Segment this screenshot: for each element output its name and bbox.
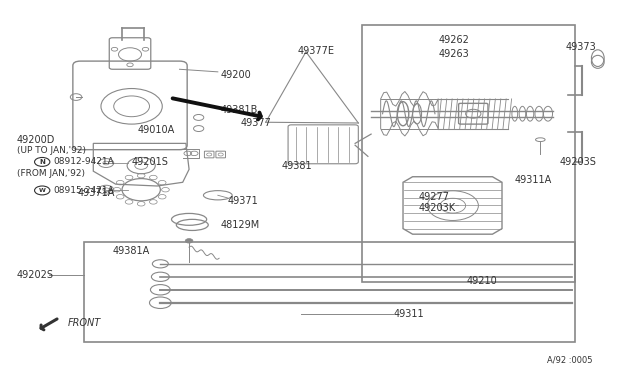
Text: 48129M: 48129M (221, 220, 260, 230)
Bar (84, 241, 575, 341)
Text: N: N (39, 159, 45, 165)
Text: 49371A: 49371A (77, 188, 115, 198)
Text: 49201S: 49201S (132, 157, 168, 167)
Text: (FROM JAN,'92): (FROM JAN,'92) (17, 169, 84, 177)
Text: 49010A: 49010A (138, 125, 175, 135)
Text: 49202S: 49202S (17, 270, 54, 280)
Text: 49373: 49373 (566, 42, 596, 52)
Text: A/92 :0005: A/92 :0005 (547, 356, 592, 365)
Text: 49381A: 49381A (113, 246, 150, 256)
Text: 08915-2421A: 08915-2421A (53, 186, 114, 195)
Text: 49203S: 49203S (559, 157, 596, 167)
Text: (UP TO JAN,'92): (UP TO JAN,'92) (17, 146, 86, 155)
Text: 49377E: 49377E (298, 46, 335, 56)
Text: 49311A: 49311A (515, 176, 552, 185)
Circle shape (185, 238, 193, 243)
Text: FRONT: FRONT (68, 318, 101, 328)
Bar (362, 25, 575, 282)
Text: 49200: 49200 (221, 70, 252, 80)
Text: 49263: 49263 (438, 49, 469, 60)
Text: 49277: 49277 (419, 192, 450, 202)
Text: W: W (39, 188, 45, 193)
Text: 49377: 49377 (240, 118, 271, 128)
Text: 49381B: 49381B (221, 105, 259, 115)
Text: 08912-9421A: 08912-9421A (53, 157, 114, 166)
Text: 49381: 49381 (282, 161, 312, 171)
Text: 49200D: 49200D (17, 135, 55, 145)
Text: 49203K: 49203K (419, 203, 456, 213)
Text: 49262: 49262 (438, 35, 469, 45)
Text: 49311: 49311 (394, 309, 424, 319)
Text: 49210: 49210 (467, 276, 498, 285)
Text: 49371: 49371 (227, 196, 258, 206)
